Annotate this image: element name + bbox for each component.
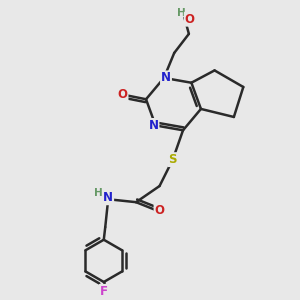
Text: N: N [148, 119, 158, 132]
Text: N: N [103, 191, 113, 204]
Text: O: O [154, 205, 164, 218]
Text: F: F [100, 285, 108, 298]
Text: O: O [185, 13, 195, 26]
Text: H: H [177, 8, 186, 18]
Text: O: O [118, 88, 128, 101]
Text: H: H [94, 188, 103, 198]
Text: S: S [169, 153, 177, 166]
Text: N: N [161, 71, 171, 84]
